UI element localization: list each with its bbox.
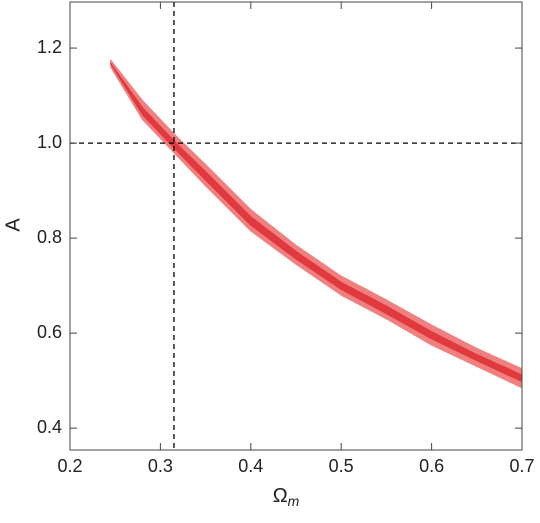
x-tick-label: 0.7 xyxy=(509,456,534,476)
x-axis-label-base: Ω xyxy=(273,485,288,507)
y-tick-label: 1.2 xyxy=(37,37,62,57)
x-axis-label-sub: m xyxy=(288,493,300,509)
x-tick-label: 0.3 xyxy=(148,456,173,476)
y-axis-label: A xyxy=(2,218,24,232)
y-tick-label: 0.8 xyxy=(37,227,62,247)
y-tick-label: 0.4 xyxy=(37,417,62,437)
x-tick-label: 0.5 xyxy=(329,456,354,476)
y-tick-label: 0.6 xyxy=(37,322,62,342)
confidence-region xyxy=(110,62,523,383)
x-tick-label: 0.6 xyxy=(419,456,444,476)
plot-frame xyxy=(69,1,523,451)
x-tick-label: 0.4 xyxy=(238,456,263,476)
confidence-region xyxy=(110,59,523,389)
x-tick-label: 0.2 xyxy=(57,456,82,476)
y-tick-label: 1.0 xyxy=(37,132,62,152)
x-axis-label: Ωm xyxy=(273,485,300,508)
